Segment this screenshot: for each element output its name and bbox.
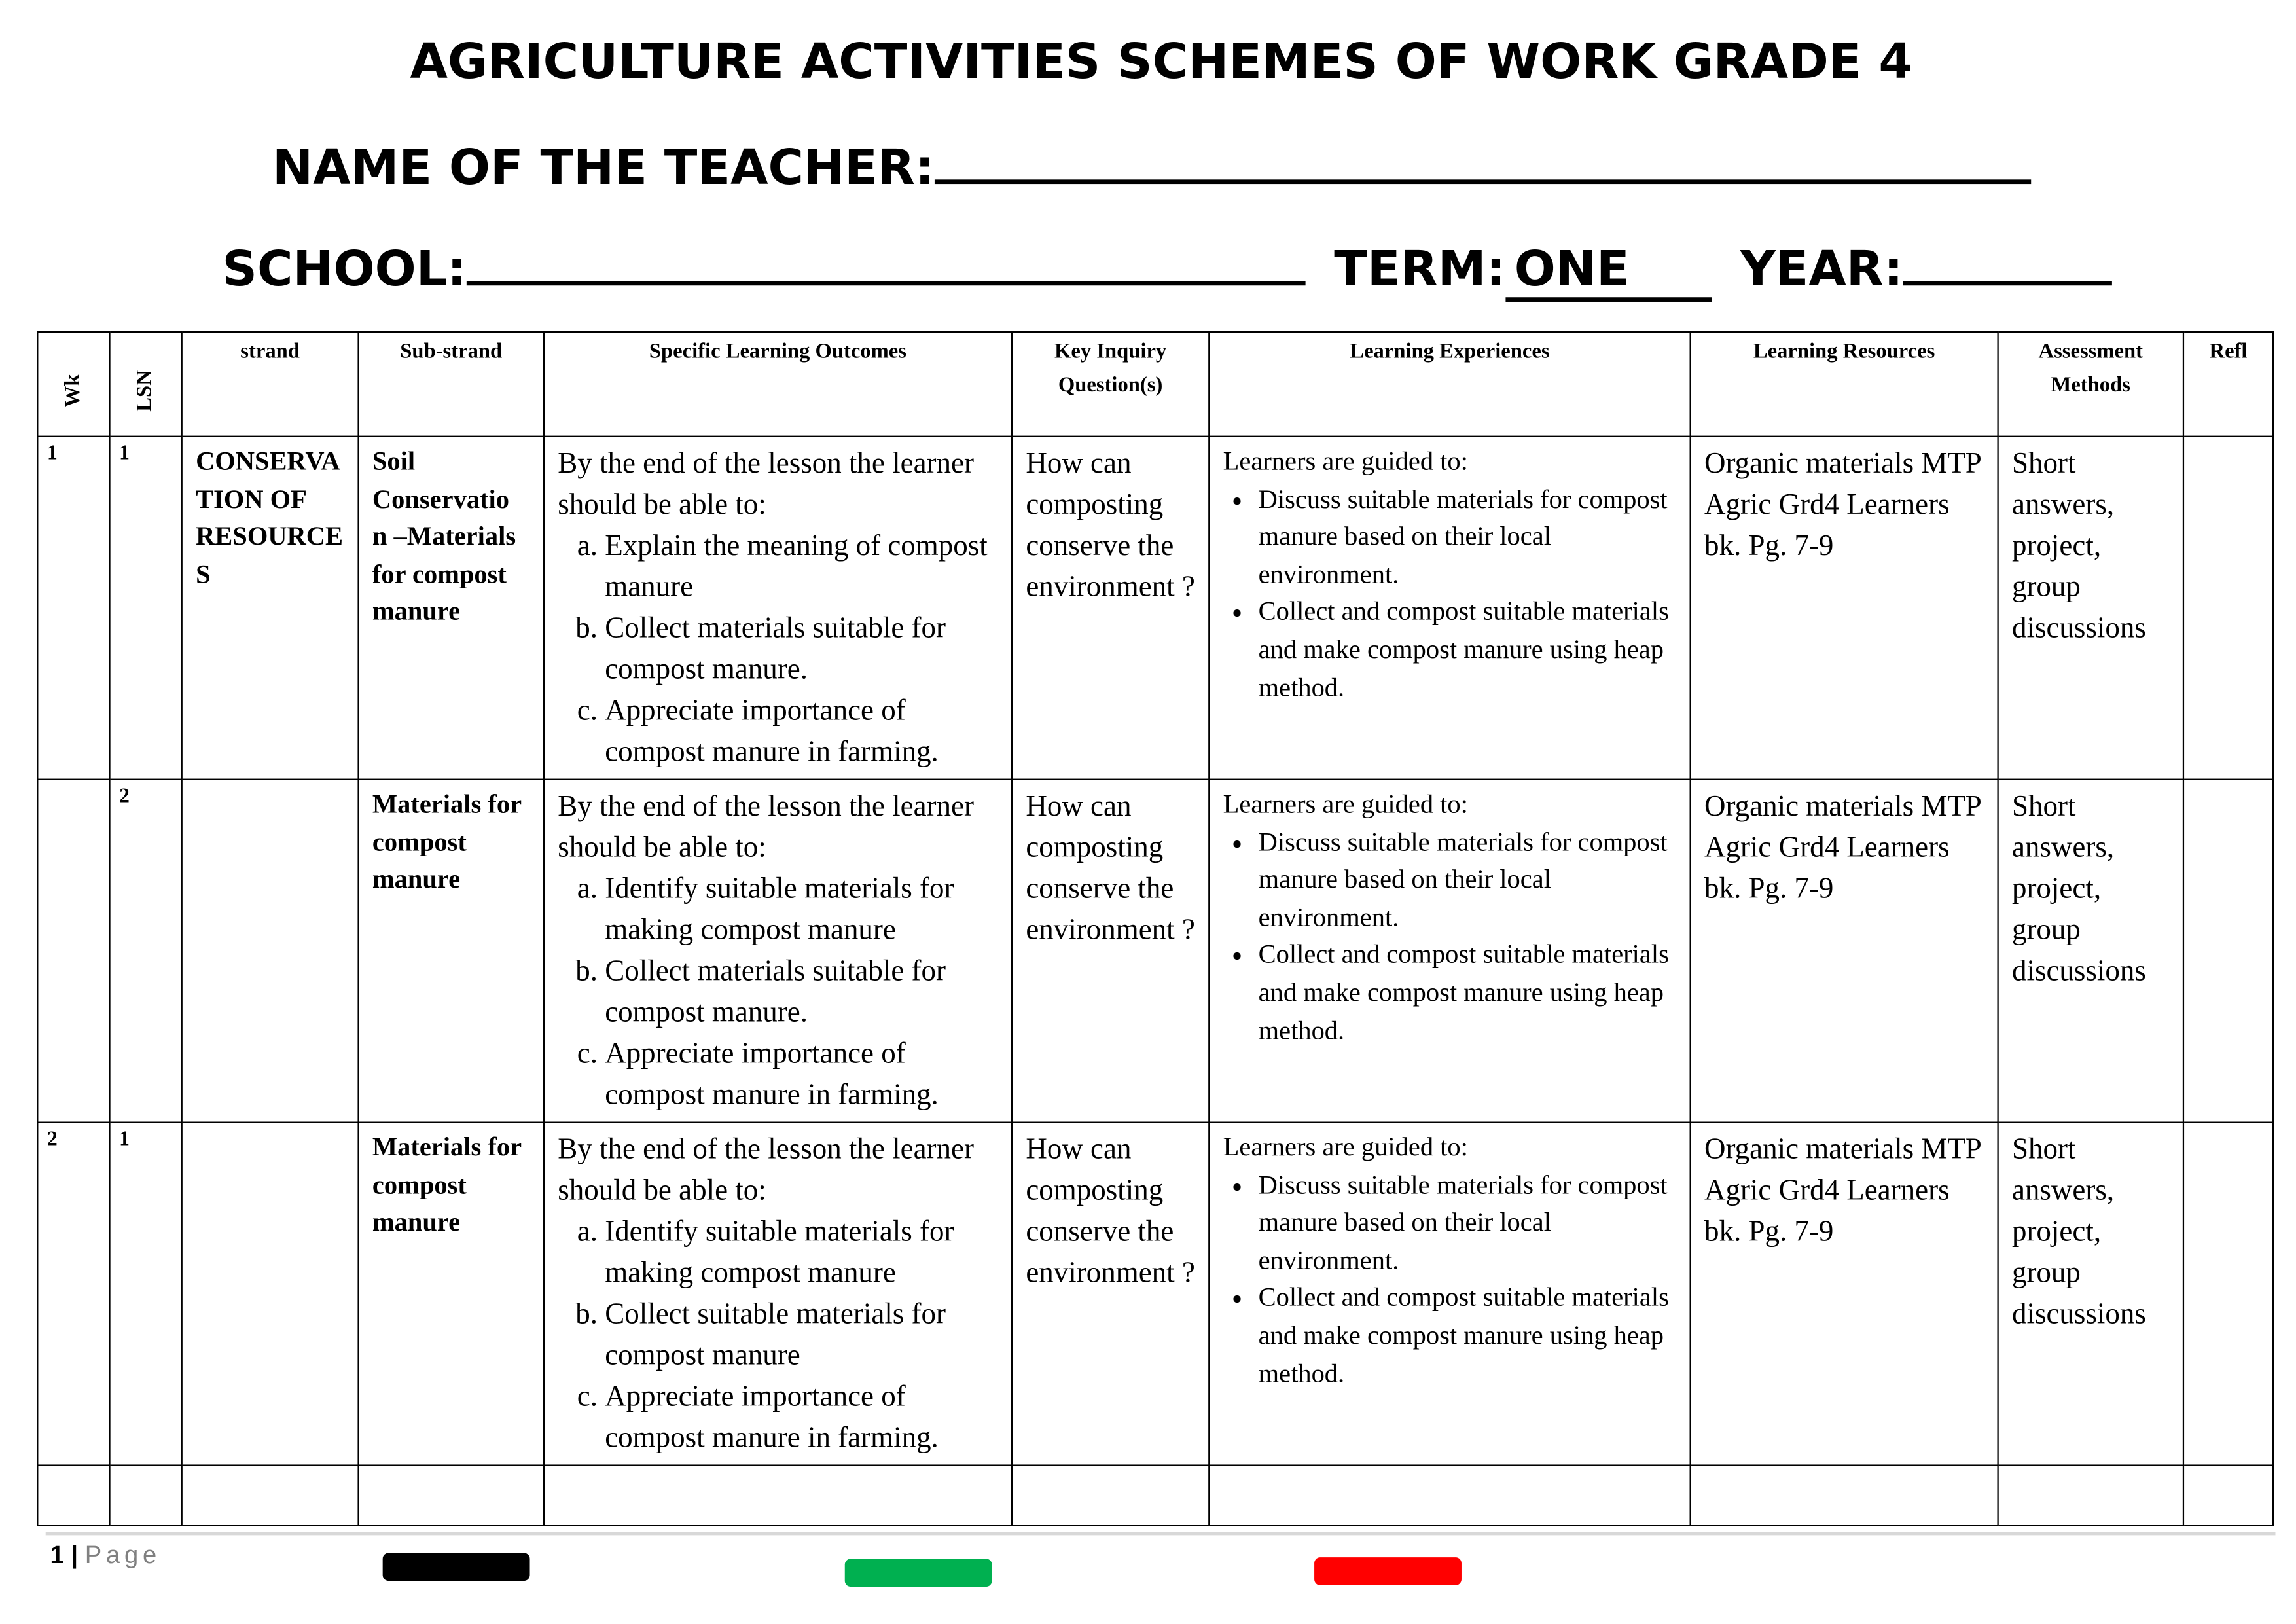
outcome-item: Appreciate importance of compost manure …	[605, 1034, 997, 1116]
col-header-substrand: Sub-strand	[357, 331, 545, 437]
outcomes-cell: By the end of the lesson the learner sho…	[543, 778, 1013, 1123]
experience-item: Collect and compost suitable materials a…	[1259, 937, 1677, 1050]
substrand-cell: Materials for compost manure	[357, 778, 545, 1123]
school-label: SCHOOL:	[222, 240, 467, 298]
footer-divider	[45, 1532, 2276, 1536]
experiences-intro: Learners are guided to:	[1223, 446, 1468, 476]
teacher-name-line: NAME OF THE TEACHER:	[272, 135, 2031, 196]
header-row: Wk LSN strand Sub-strand Specific Learni…	[37, 331, 2274, 437]
inquiry-cell: How can composting conserve the environm…	[1011, 435, 1210, 780]
black-color-bar	[382, 1553, 530, 1581]
red-color-bar	[1314, 1557, 1462, 1585]
term-field[interactable]: ONE	[1505, 240, 1712, 302]
col-header-kiq: Key Inquiry Question(s)	[1011, 331, 1210, 437]
experience-item: Collect and compost suitable materials a…	[1259, 594, 1677, 707]
outcomes-intro: By the end of the lesson the learner sho…	[558, 1133, 974, 1207]
table-row: 2 Materials for compost manure By the end …	[37, 778, 2274, 1123]
col-header-wk: Wk	[37, 331, 111, 437]
experiences-cell: Learners are guided to: Discuss suitable …	[1208, 435, 1691, 780]
resources-cell: Organic materials MTP Agric Grd4 Learner…	[1689, 1121, 1999, 1466]
week-cell	[37, 778, 111, 1123]
reflection-cell[interactable]	[2182, 778, 2274, 1123]
strand-cell	[181, 1121, 359, 1466]
table-row: 2 1 Materials for compost manure By the end…	[37, 1121, 2274, 1466]
col-header-resources: Learning Resources	[1689, 331, 1999, 437]
week-cell: 1	[37, 435, 111, 780]
col-header-lsn: LSN	[109, 331, 183, 437]
document-title: AGRICULTURE ACTIVITIES SCHEMES OF WORK G…	[410, 32, 1912, 90]
col-header-refl: Refl	[2182, 331, 2274, 437]
school-line: SCHOOL: TERM: ONE YEAR:	[223, 237, 2112, 302]
col-header-strand: strand	[181, 331, 359, 437]
inquiry-cell: How can composting conserve the environm…	[1011, 1121, 1210, 1466]
experience-item: Discuss suitable materials for compost m…	[1259, 823, 1677, 937]
term-label: TERM:	[1334, 240, 1506, 298]
experience-item: Discuss suitable materials for compost m…	[1259, 480, 1677, 594]
experiences-intro: Learners are guided to:	[1223, 1132, 1468, 1162]
strand-cell: CONSERVA TION OF RESOURCE S	[181, 435, 359, 780]
outcome-item: Identify suitable materials for making c…	[605, 1212, 997, 1294]
lesson-cell: 2	[109, 778, 183, 1123]
empty-row	[37, 1464, 2274, 1526]
outcome-item: Collect materials suitable for compost m…	[605, 951, 997, 1034]
teacher-label: NAME OF THE TEACHER:	[272, 138, 935, 196]
col-header-assessment: Assessment Methods	[1997, 331, 2185, 437]
year-label: YEAR:	[1740, 240, 1903, 298]
experiences-cell: Learners are guided to: Discuss suitable …	[1208, 778, 1691, 1123]
lesson-cell: 1	[109, 435, 183, 780]
inquiry-cell: How can composting conserve the environm…	[1011, 778, 1210, 1123]
outcomes-intro: By the end of the lesson the learner sho…	[558, 447, 974, 522]
substrand-cell: Soil Conservatio n –Materials for compos…	[357, 435, 545, 780]
reflection-cell[interactable]	[2182, 1121, 2274, 1466]
lesson-cell: 1	[109, 1121, 183, 1466]
teacher-name-field[interactable]	[934, 135, 2031, 185]
experiences-intro: Learners are guided to:	[1223, 789, 1468, 819]
outcomes-cell: By the end of the lesson the learner sho…	[543, 435, 1013, 780]
experiences-cell: Learners are guided to: Discuss suitable …	[1208, 1121, 1691, 1466]
page-footer: 1 | Page	[50, 1541, 162, 1570]
outcome-item: Collect suitable materials for compost m…	[605, 1294, 997, 1377]
assessment-cell: Short answers, project, group discussion…	[1997, 778, 2185, 1123]
outcomes-cell: By the end of the lesson the learner sho…	[543, 1121, 1013, 1466]
strand-cell	[181, 778, 359, 1123]
outcome-item: Appreciate importance of compost manure …	[605, 691, 997, 773]
reflection-cell[interactable]	[2182, 435, 2274, 780]
outcome-item: Explain the meaning of compost manure	[605, 526, 997, 608]
schemes-table: Wk LSN strand Sub-strand Specific Learni…	[37, 331, 2274, 1526]
page-label: Page	[84, 1541, 162, 1570]
resources-cell: Organic materials MTP Agric Grd4 Learner…	[1689, 435, 1999, 780]
page-number: 1	[50, 1541, 64, 1570]
col-header-slo: Specific Learning Outcomes	[543, 331, 1013, 437]
experience-item: Collect and compost suitable materials a…	[1259, 1280, 1677, 1393]
outcome-item: Identify suitable materials for making c…	[605, 869, 997, 951]
outcomes-intro: By the end of the lesson the learner sho…	[558, 790, 974, 864]
assessment-cell: Short answers, project, group discussion…	[1997, 1121, 2185, 1466]
assessment-cell: Short answers, project, group discussion…	[1997, 435, 2185, 780]
week-cell: 2	[37, 1121, 111, 1466]
table-row: 1 1 CONSERVA TION OF RESOURCE S Soil Conser…	[37, 435, 2274, 780]
experience-item: Discuss suitable materials for compost m…	[1259, 1166, 1677, 1280]
resources-cell: Organic materials MTP Agric Grd4 Learner…	[1689, 778, 1999, 1123]
year-field[interactable]	[1903, 237, 2112, 286]
school-field[interactable]	[466, 237, 1306, 286]
substrand-cell: Materials for compost manure	[357, 1121, 545, 1466]
green-color-bar	[844, 1559, 992, 1587]
outcome-item: Collect materials suitable for compost m…	[605, 608, 997, 691]
outcome-item: Appreciate importance of compost manure …	[605, 1377, 997, 1459]
col-header-experiences: Learning Experiences	[1208, 331, 1691, 437]
